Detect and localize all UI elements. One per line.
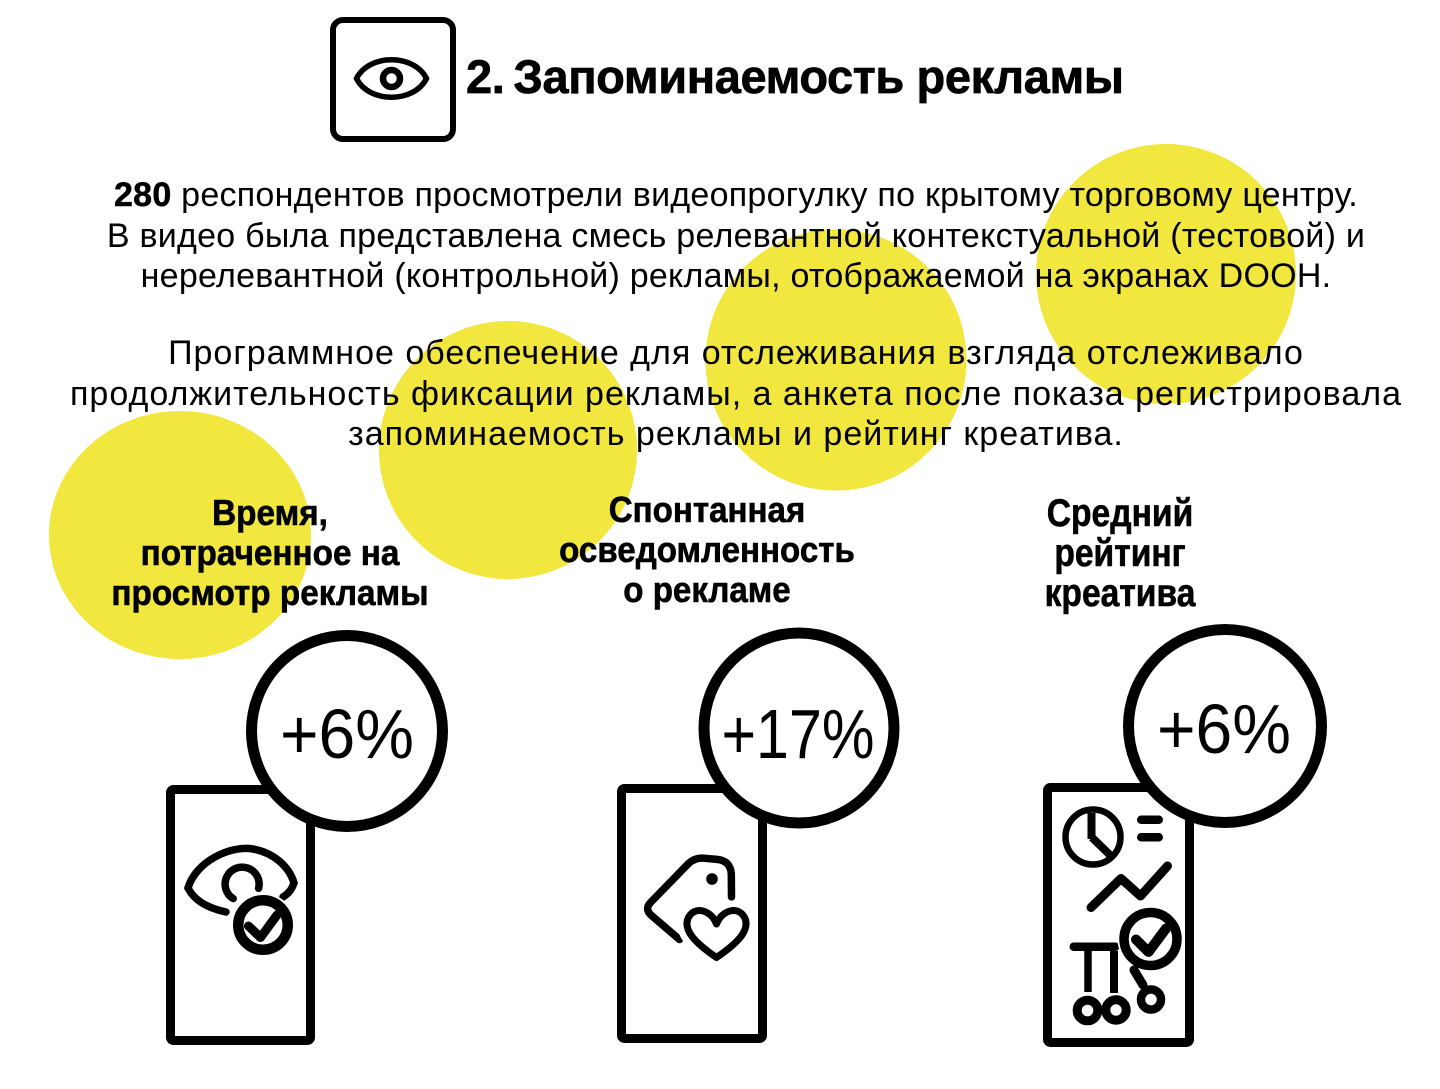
svg-text:+6%: +6% bbox=[280, 695, 414, 773]
svg-text:+6%: +6% bbox=[1157, 690, 1291, 768]
svg-text:+17%: +17% bbox=[722, 695, 875, 773]
